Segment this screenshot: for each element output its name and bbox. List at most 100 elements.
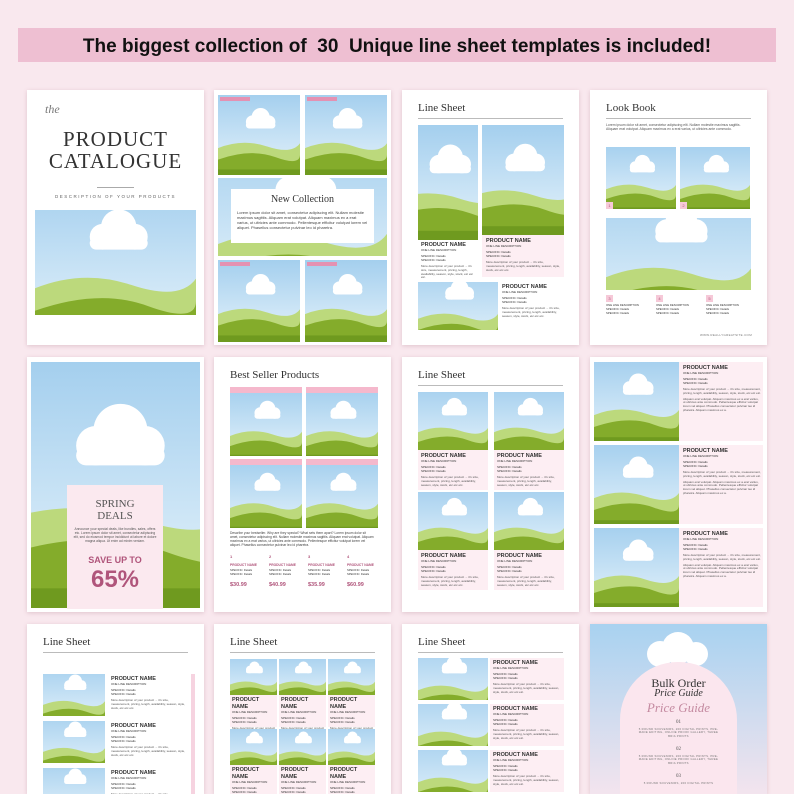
product-text: ONE LINE DESCRIPTION bbox=[111, 729, 147, 734]
divider bbox=[97, 187, 134, 188]
product-text: SPECIFIC: Details bbox=[493, 672, 518, 677]
hill-front bbox=[230, 440, 302, 456]
product-text: ONE LINE DESCRIPTION bbox=[683, 537, 719, 542]
product-panel bbox=[494, 450, 564, 490]
item-spec: SPECIFIC: Details bbox=[269, 573, 292, 576]
product-text: SPECIFIC: Details bbox=[330, 786, 355, 791]
landscape-image bbox=[43, 721, 105, 763]
product-text: ONE LINE DESCRIPTION bbox=[683, 454, 719, 459]
catalogue-title: CATALOGUE bbox=[48, 149, 183, 173]
cloud-base bbox=[629, 166, 655, 173]
catalogue-subtitle: DESCRIPTION OF YOUR PRODUCTS bbox=[55, 194, 176, 199]
landscape-image bbox=[594, 445, 679, 524]
product-text: ONE LINE DESCRIPTION bbox=[493, 758, 529, 763]
product-text: SPECIFIC: Details bbox=[421, 465, 446, 470]
product-text: More description of your product ... it'… bbox=[486, 259, 560, 272]
product-block: PRODUCT NAME ONE LINE DESCRIPTION SPECIFIC… bbox=[502, 284, 564, 318]
cloud bbox=[441, 497, 467, 516]
product-text: More description of your product ... it'… bbox=[493, 727, 560, 740]
landscape-image bbox=[594, 528, 679, 607]
product-text: SPECIFIC: Details bbox=[421, 254, 446, 259]
product-text: PRODUCT NAME bbox=[683, 448, 728, 454]
hill-front bbox=[418, 694, 488, 700]
product-text: More description of your product ... it'… bbox=[111, 697, 185, 710]
product-text: SPECIFIC: Details bbox=[683, 463, 708, 468]
product-text: More description of your product ... it'… bbox=[493, 773, 560, 786]
cloud-base bbox=[441, 667, 467, 674]
hill-front bbox=[494, 436, 564, 450]
tag bbox=[220, 97, 250, 101]
item-name: PRODUCT NAME bbox=[269, 563, 296, 567]
look-text: SPECIFIC: Details bbox=[606, 307, 630, 311]
cloud-base bbox=[655, 230, 708, 243]
hill-front bbox=[306, 512, 378, 528]
product-text: ONE LINE DESCRIPTION bbox=[493, 666, 529, 671]
look-text: SPECIFIC: Details bbox=[706, 311, 730, 315]
text-card bbox=[231, 189, 374, 243]
cloud bbox=[622, 539, 654, 561]
product-panel bbox=[679, 362, 763, 441]
product-block: PRODUCT NAME ONE LINE DESCRIPTION SPECIFIC… bbox=[683, 531, 761, 579]
landscape-image bbox=[482, 125, 564, 235]
landscape-image bbox=[230, 393, 302, 456]
cloud bbox=[330, 400, 357, 419]
deal-body: Announce your special deals, like bundle… bbox=[73, 527, 157, 544]
number-badge: 2 bbox=[680, 202, 687, 209]
cloud-puff bbox=[684, 642, 708, 666]
title-rule bbox=[418, 118, 563, 119]
product-block: PRODUCT NAME ONE LINE DESCRIPTION SPECIFIC… bbox=[497, 453, 561, 487]
page: Line Sheet PRODUCT NAME ONE LINE DESCRIPTI… bbox=[402, 624, 579, 794]
page-title: Line Sheet bbox=[418, 369, 466, 381]
number-badge: 5 bbox=[706, 295, 713, 302]
hill-front bbox=[680, 193, 750, 209]
cloud bbox=[655, 218, 708, 243]
tier-number: 02 bbox=[676, 747, 681, 752]
cloud-base bbox=[703, 166, 729, 173]
item-price: $40.99 bbox=[269, 582, 286, 588]
product-panel bbox=[490, 658, 564, 700]
cloud-base bbox=[517, 409, 543, 416]
product-text: More description of your product ... it'… bbox=[502, 305, 560, 318]
product-block: PRODUCT NAME ONE LINE DESCRIPTION SPECIFIC… bbox=[111, 676, 185, 710]
page-title: Look Book bbox=[606, 102, 656, 114]
product-text: SPECIFIC: Details bbox=[421, 257, 446, 262]
card-body: Lorem ipsum dolor sit amet, consectetur … bbox=[237, 210, 368, 230]
item-price: $30.99 bbox=[230, 582, 247, 588]
product-text: ONE LINE DESCRIPTION bbox=[486, 244, 522, 249]
arch bbox=[620, 662, 737, 794]
cloud bbox=[445, 282, 474, 300]
cloud-base bbox=[441, 713, 467, 720]
landscape-image bbox=[328, 729, 375, 765]
item-spec: SPECIFIC: Details bbox=[308, 569, 331, 572]
hill-front bbox=[230, 687, 277, 695]
tier-text: 5 ROUND SOUVENIRS, 200 DIGITAL PRINTS, P… bbox=[638, 754, 719, 765]
cloud-base bbox=[294, 669, 312, 674]
tag bbox=[307, 97, 337, 101]
product-panel bbox=[490, 704, 564, 746]
product-text: SPECIFIC: Details bbox=[683, 380, 708, 385]
product-text: More description of your product ... it'… bbox=[421, 263, 473, 280]
item-spec: SPECIFIC: Details bbox=[269, 569, 292, 572]
product-text: PRODUCT NAME bbox=[111, 770, 156, 776]
product-text: Aliquam erat volutpat. Aliquam maximus e… bbox=[683, 396, 759, 413]
cloud bbox=[64, 768, 87, 785]
hill-front bbox=[594, 503, 679, 524]
website: WWW.REALLYGREATSITE.COM bbox=[700, 333, 752, 337]
ground bbox=[680, 207, 750, 209]
cloud-base bbox=[245, 669, 263, 674]
product-text: SPECIFIC: Details bbox=[232, 716, 257, 721]
cloud bbox=[64, 721, 87, 738]
bulk-subtitle: Price Guide bbox=[654, 688, 703, 699]
product-text: SPECIFIC: Details bbox=[281, 720, 306, 725]
item-spec: SPECIFIC: Details bbox=[230, 569, 253, 572]
landscape-image bbox=[35, 210, 196, 315]
hill-front bbox=[43, 755, 105, 763]
hill-front bbox=[230, 757, 277, 765]
tier-text: 5 ROUND SOUVENIRS, 200 DIGITAL PRINTS bbox=[643, 781, 714, 785]
product-text: SPECIFIC: Details bbox=[111, 738, 136, 743]
product-text: ONE LINE DESCRIPTION bbox=[111, 776, 147, 781]
cloud-base bbox=[64, 732, 87, 738]
product-text: SPECIFIC: Details bbox=[683, 377, 708, 382]
cloud-base bbox=[622, 387, 654, 395]
product-text: ONE LINE DESCRIPTION bbox=[232, 780, 268, 785]
